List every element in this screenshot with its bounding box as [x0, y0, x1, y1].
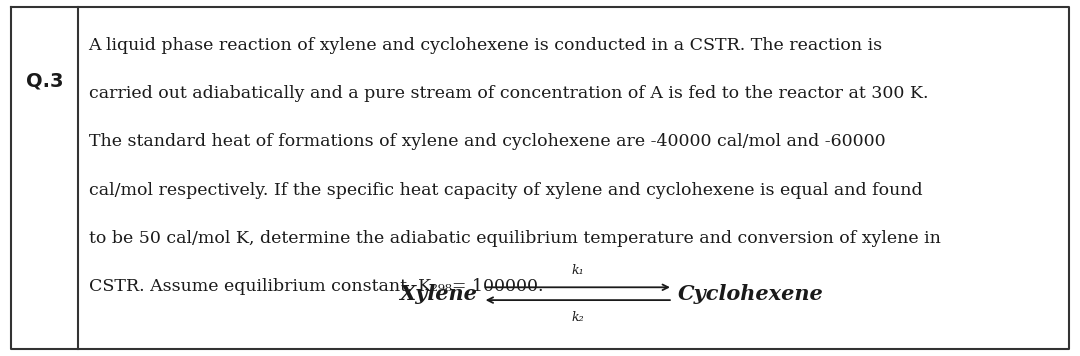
- Text: Q.3: Q.3: [26, 71, 63, 90]
- Text: Xylene: Xylene: [400, 284, 477, 304]
- Text: carried out adiabatically and a pure stream of concentration of A is fed to the : carried out adiabatically and a pure str…: [89, 85, 928, 103]
- Text: to be 50 cal/mol K, determine the adiabatic equilibrium temperature and conversi: to be 50 cal/mol K, determine the adiaba…: [89, 230, 941, 247]
- Text: The standard heat of formations of xylene and cyclohexene are -40000 cal/mol and: The standard heat of formations of xylen…: [89, 134, 886, 151]
- Text: cal/mol respectively. If the specific heat capacity of xylene and cyclohexene is: cal/mol respectively. If the specific he…: [89, 182, 922, 199]
- Text: k₂: k₂: [571, 311, 584, 324]
- Text: Cyclohexene: Cyclohexene: [678, 284, 824, 304]
- Text: CSTR. Assume equilibrium constant, K₂₉₈= 100000.: CSTR. Assume equilibrium constant, K₂₉₈=…: [89, 278, 543, 295]
- Text: A liquid phase reaction of xylene and cyclohexene is conducted in a CSTR. The re: A liquid phase reaction of xylene and cy…: [89, 37, 882, 54]
- Text: k₁: k₁: [571, 264, 584, 277]
